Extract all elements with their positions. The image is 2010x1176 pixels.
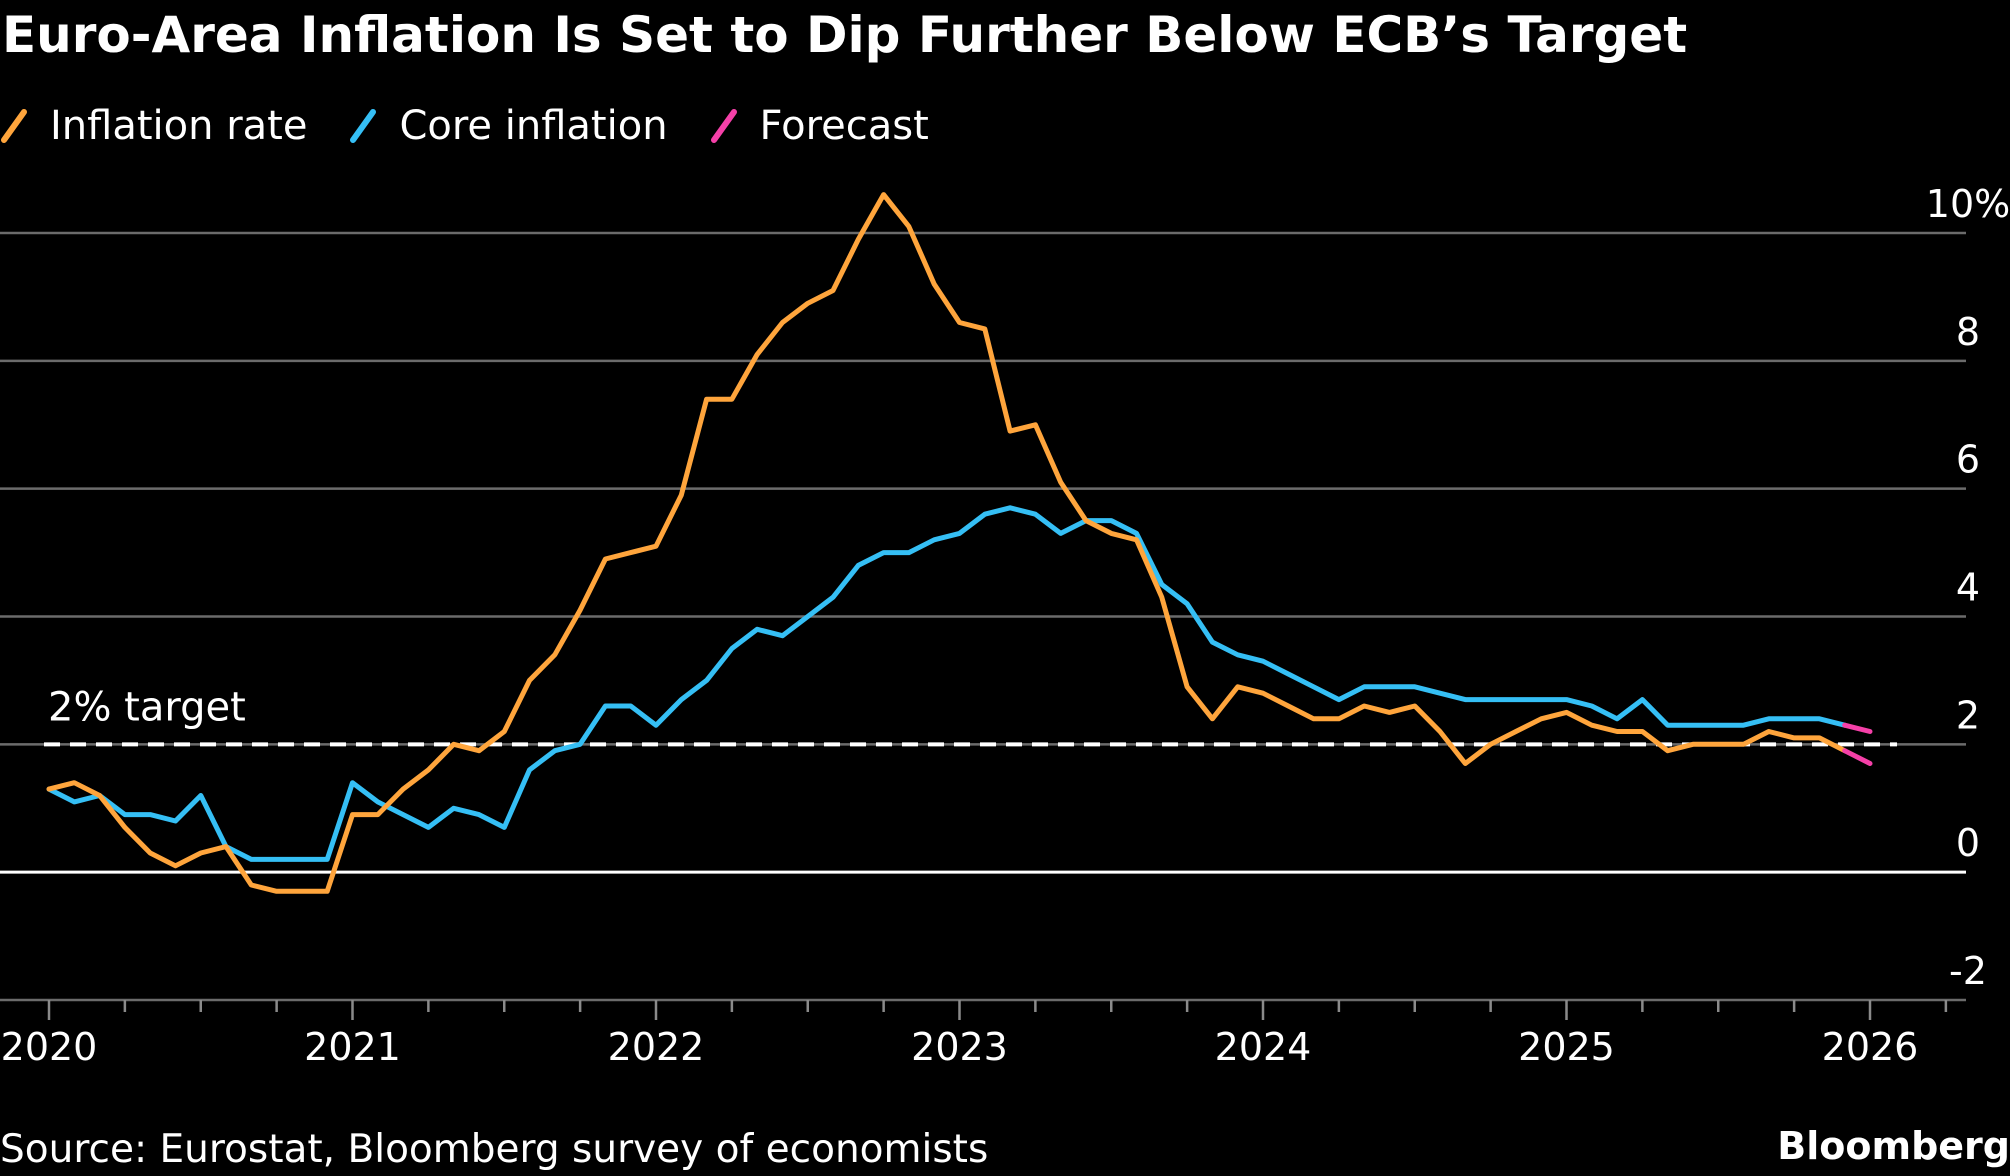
x-tick-label: 2025: [1518, 1025, 1615, 1069]
y-tick-label: 6: [1956, 438, 1980, 482]
legend-item-core: Core inflation: [349, 103, 668, 149]
legend-swatch-forecast: [710, 109, 737, 143]
x-tick-label: 2022: [608, 1025, 705, 1069]
x-tick-label: 2026: [1822, 1025, 1919, 1069]
legend-label-forecast: Forecast: [759, 103, 929, 149]
source-note: Source: Eurostat, Bloomberg survey of ec…: [0, 1127, 989, 1172]
y-tick-label: 4: [1956, 566, 1980, 610]
y-tick-label: -2: [1949, 949, 1987, 993]
x-tick-label: 2024: [1215, 1025, 1312, 1069]
legend-item-forecast: Forecast: [710, 103, 929, 149]
inflation-rate-line: [46, 192, 1848, 894]
legend-swatch-core: [350, 109, 377, 143]
x-tick-label: 2021: [304, 1025, 401, 1069]
bloomberg-logo: Bloomberg: [1777, 1124, 2010, 1168]
forecast-line: [1842, 722, 1873, 734]
legend-label-inflation: Inflation rate: [50, 103, 308, 149]
x-tick-label: 2020: [1, 1025, 98, 1069]
x-tick-label: 2023: [911, 1025, 1008, 1069]
legend-item-inflation: Inflation rate: [0, 103, 307, 149]
legend: Inflation rate Core inflation Forecast: [0, 98, 971, 154]
core-inflation-line: [46, 505, 1848, 862]
legend-label-core: Core inflation: [399, 103, 668, 149]
y-tick-label: 10%: [1926, 182, 2010, 226]
chart-title: Euro-Area Inflation Is Set to Dip Furthe…: [2, 6, 1688, 64]
forecast-line: [1842, 748, 1873, 766]
y-tick-label: 2: [1956, 693, 1980, 737]
y-tick-label: 8: [1956, 310, 1980, 354]
y-tick-label: 0: [1956, 821, 1980, 865]
legend-swatch-inflation: [1, 109, 27, 143]
target-label: 2% target: [48, 684, 246, 730]
